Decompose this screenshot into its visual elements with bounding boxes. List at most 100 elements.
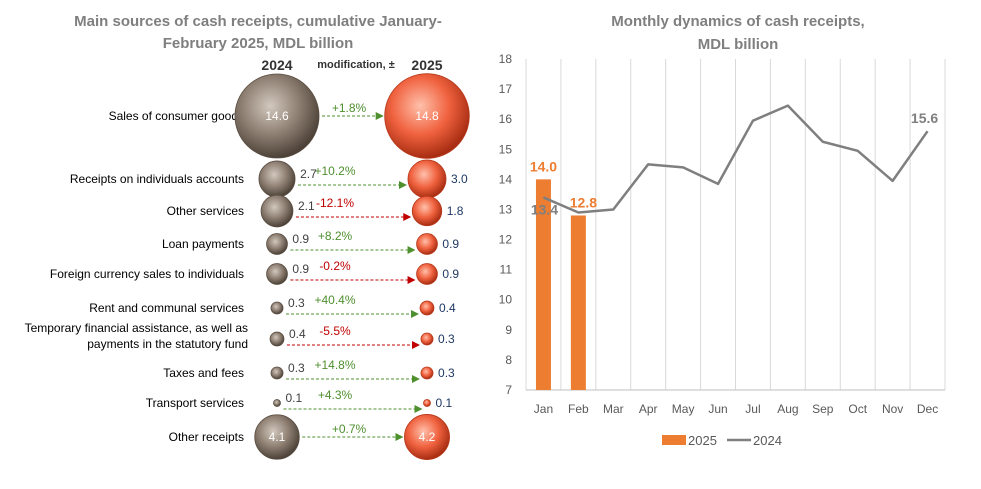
bubble-2025 bbox=[384, 73, 470, 159]
row-label: Taxes and fees bbox=[163, 366, 244, 380]
value-2024: 14.6 bbox=[265, 109, 289, 123]
y-tick-label: 15 bbox=[499, 142, 513, 156]
value-2025: 0.4 bbox=[439, 301, 456, 315]
value-2024: 4.1 bbox=[269, 430, 286, 444]
value-2024: 0.9 bbox=[292, 232, 309, 246]
bubble-2025 bbox=[407, 159, 447, 199]
bar-data-label: 14.0 bbox=[530, 158, 557, 174]
y-tick-label: 17 bbox=[499, 82, 513, 96]
change-percent: +10.2% bbox=[314, 164, 355, 178]
row-label: Receipts on individuals accounts bbox=[70, 172, 244, 186]
value-2025: 0.9 bbox=[442, 237, 459, 251]
bubble-2024 bbox=[269, 331, 285, 347]
value-2025: 3.0 bbox=[451, 172, 468, 186]
x-tick-label: Sep bbox=[812, 402, 834, 416]
row-label: Loan payments bbox=[162, 237, 244, 251]
bar-2025 bbox=[535, 179, 551, 390]
change-percent: +40.4% bbox=[314, 293, 355, 307]
bubble-2025 bbox=[420, 332, 434, 346]
value-2024: 0.9 bbox=[292, 262, 309, 276]
change-percent: -12.1% bbox=[316, 196, 354, 210]
column-header-2025: 2025 bbox=[411, 57, 442, 73]
change-percent: +4.3% bbox=[318, 388, 353, 402]
y-tick-label: 16 bbox=[499, 112, 513, 126]
value-2024: 0.3 bbox=[288, 361, 305, 375]
x-tick-label: Jul bbox=[745, 402, 760, 416]
bubble-2025 bbox=[411, 195, 443, 227]
value-2025: 1.8 bbox=[447, 204, 464, 218]
y-tick-label: 10 bbox=[499, 293, 513, 307]
row-label: Transport services bbox=[146, 396, 244, 410]
change-percent: +0.7% bbox=[332, 422, 367, 436]
bubble-2024 bbox=[273, 399, 281, 407]
bubble-2025 bbox=[419, 300, 435, 316]
value-2024: 0.3 bbox=[288, 296, 305, 310]
legend-2025-label: 2025 bbox=[688, 433, 717, 448]
bubble-2024 bbox=[270, 301, 284, 315]
value-2025: 0.1 bbox=[436, 396, 453, 410]
value-2024: 2.7 bbox=[300, 167, 317, 181]
y-tick-label: 7 bbox=[505, 383, 512, 397]
bubble-2024 bbox=[260, 194, 294, 228]
sources-panel: Main sources of cash receipts, cumulativ… bbox=[0, 0, 490, 484]
column-header-modification: modification, ± bbox=[317, 59, 395, 71]
value-2024: 0.4 bbox=[289, 327, 306, 341]
bubble-2025 bbox=[416, 233, 438, 255]
column-header-2024: 2024 bbox=[261, 57, 292, 73]
row-label: Sales of consumer goods bbox=[109, 109, 244, 123]
bubble-2024 bbox=[234, 73, 320, 159]
row-label: Other services bbox=[167, 204, 244, 218]
y-tick-label: 11 bbox=[500, 263, 513, 277]
bubble-2025 bbox=[420, 366, 434, 380]
y-tick-label: 12 bbox=[499, 233, 513, 247]
value-2025: 0.3 bbox=[438, 366, 455, 380]
y-tick-label: 14 bbox=[499, 172, 513, 186]
x-tick-label: Dec bbox=[917, 402, 938, 416]
x-tick-label: Nov bbox=[882, 402, 903, 416]
value-2025: 0.3 bbox=[438, 332, 455, 346]
monthly-title-line2: MDL billion bbox=[698, 36, 779, 53]
change-percent: +8.2% bbox=[318, 229, 353, 243]
monthly-panel: Monthly dynamics of cash receipts, MDL b… bbox=[490, 0, 981, 484]
x-tick-label: Aug bbox=[777, 402, 798, 416]
line-2024 bbox=[542, 104, 929, 214]
line-data-label: 13.4 bbox=[531, 201, 558, 217]
sources-title-line1: Main sources of cash receipts, cumulativ… bbox=[74, 13, 442, 30]
change-percent: +1.8% bbox=[332, 101, 367, 115]
value-2024: 2.1 bbox=[298, 199, 315, 213]
x-tick-label: Mar bbox=[603, 402, 624, 416]
y-tick-label: 9 bbox=[505, 323, 512, 337]
x-tick-label: Apr bbox=[639, 402, 658, 416]
monthly-chart: Monthly dynamics of cash receipts, MDL b… bbox=[499, 13, 946, 448]
bar-2025 bbox=[570, 215, 586, 390]
bubble-2025 bbox=[423, 399, 431, 407]
legend-2024-label: 2024 bbox=[753, 433, 782, 448]
row-label: Rent and communal services bbox=[89, 301, 244, 315]
x-tick-label: May bbox=[672, 402, 695, 416]
value-2025: 4.2 bbox=[419, 430, 436, 444]
bar-data-label: 12.8 bbox=[570, 194, 597, 210]
x-tick-label: Oct bbox=[848, 402, 867, 416]
y-tick-label: 13 bbox=[499, 202, 513, 216]
change-percent: -5.5% bbox=[319, 324, 351, 338]
x-tick-label: Jan bbox=[534, 402, 553, 416]
bubble-2025 bbox=[416, 263, 438, 285]
bubble-2024 bbox=[266, 263, 288, 285]
row-label: Temporary financial assistance, as well … bbox=[25, 321, 248, 335]
change-percent: -0.2% bbox=[319, 259, 351, 273]
y-tick-label: 8 bbox=[505, 353, 512, 367]
change-percent: +14.8% bbox=[314, 358, 355, 372]
value-2025: 14.8 bbox=[415, 109, 439, 123]
legend-2025-swatch bbox=[662, 435, 686, 445]
row-label: payments in the statutory fund bbox=[87, 337, 248, 351]
line-data-label: 15.6 bbox=[911, 110, 938, 126]
bubble-2024 bbox=[266, 233, 288, 255]
bubble-2024 bbox=[258, 160, 296, 198]
value-2024: 0.1 bbox=[286, 391, 303, 405]
row-label: Foreign currency sales to individuals bbox=[50, 267, 244, 281]
sources-title-line2: February 2025, MDL billion bbox=[163, 35, 354, 52]
sources-bubble-chart: Main sources of cash receipts, cumulativ… bbox=[25, 13, 470, 460]
bubble-2024 bbox=[270, 366, 284, 380]
x-tick-label: Jun bbox=[708, 402, 727, 416]
x-tick-label: Feb bbox=[568, 402, 589, 416]
